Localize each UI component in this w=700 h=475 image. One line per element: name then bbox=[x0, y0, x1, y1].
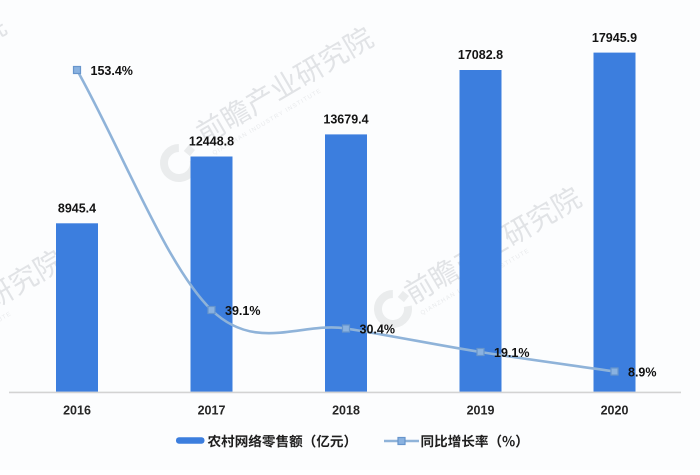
svg-text:19.1%: 19.1% bbox=[494, 346, 529, 360]
svg-text:153.4%: 153.4% bbox=[91, 64, 133, 78]
svg-text:8.9%: 8.9% bbox=[628, 366, 657, 380]
svg-text:2018: 2018 bbox=[332, 404, 360, 418]
svg-text:17082.8: 17082.8 bbox=[458, 48, 503, 62]
svg-text:2019: 2019 bbox=[467, 404, 495, 418]
svg-text:17945.9: 17945.9 bbox=[592, 31, 637, 45]
svg-text:2020: 2020 bbox=[601, 404, 629, 418]
svg-text:12448.8: 12448.8 bbox=[189, 135, 234, 149]
svg-text:2016: 2016 bbox=[63, 404, 91, 418]
svg-text:30.4%: 30.4% bbox=[360, 323, 395, 337]
svg-text:2017: 2017 bbox=[198, 404, 226, 418]
svg-text:8945.4: 8945.4 bbox=[58, 202, 96, 216]
svg-text:39.1%: 39.1% bbox=[225, 304, 260, 318]
svg-text:13679.4: 13679.4 bbox=[323, 113, 368, 127]
